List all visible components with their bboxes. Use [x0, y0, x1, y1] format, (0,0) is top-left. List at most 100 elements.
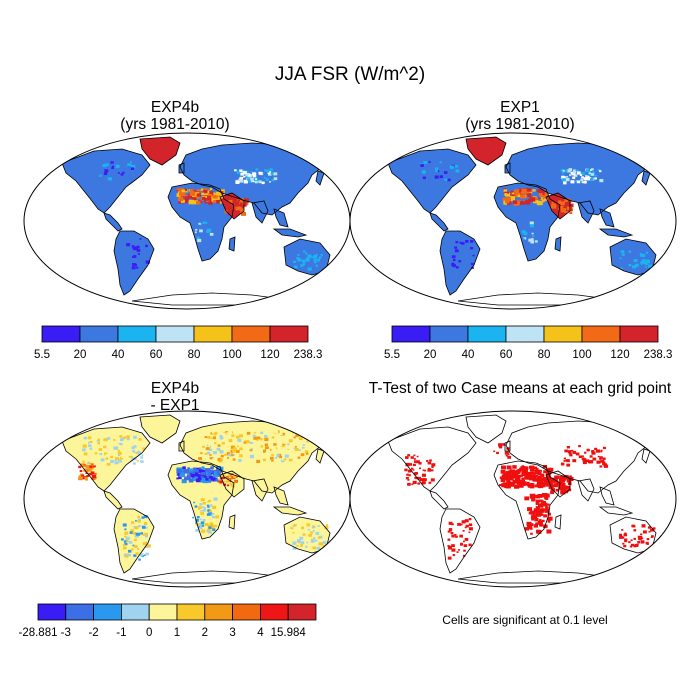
landmass-india: [578, 479, 594, 501]
grid-cell: [282, 443, 286, 446]
grid-cell: [197, 193, 201, 197]
grid-cell: [603, 465, 606, 467]
grid-cell: [230, 451, 233, 454]
colorbar-tick-label: 3: [229, 627, 235, 639]
grid-cell: [529, 493, 536, 499]
grid-cell: [204, 475, 209, 479]
grid-cell: [201, 471, 206, 476]
grid-cell: [227, 474, 231, 478]
grid-cell: [138, 558, 141, 561]
grid-cell: [145, 526, 148, 529]
grid-cell: [621, 536, 625, 539]
grid-cell: [422, 469, 425, 471]
grid-cell: [463, 544, 468, 548]
grid-cell: [504, 193, 508, 196]
grid-cell: [89, 440, 93, 443]
grid-cell: [650, 528, 654, 532]
landmass-india: [578, 201, 594, 223]
grid-cell: [256, 436, 261, 440]
grid-cell: [267, 172, 272, 176]
grid-cell: [176, 477, 179, 480]
grid-cell: [93, 437, 98, 441]
grid-cell: [245, 170, 249, 173]
grid-cell: [567, 479, 572, 483]
grid-cell: [78, 465, 82, 469]
grid-cell: [515, 200, 520, 205]
grid-cell: [513, 474, 519, 479]
grid-cell: [228, 199, 233, 204]
grid-cell: [212, 194, 216, 198]
grid-cell: [555, 475, 560, 479]
grid-cell: [578, 445, 581, 448]
grid-cell: [602, 457, 606, 460]
colorbar-swatch: [79, 325, 119, 343]
grid-cell: [468, 531, 471, 533]
grid-cell: [216, 447, 221, 451]
grid-cell: [80, 464, 84, 467]
grid-cell: [500, 478, 506, 483]
grid-cell: [135, 452, 139, 455]
grid-cell: [539, 499, 543, 502]
grid-cell: [472, 254, 475, 257]
grid-cell: [304, 450, 309, 454]
colorbar-tick-label: 80: [538, 349, 551, 361]
grid-cell: [571, 449, 574, 452]
grid-cell: [417, 476, 421, 480]
grid-cell: [308, 533, 312, 537]
grid-cell: [530, 240, 535, 244]
grid-cell: [130, 451, 134, 455]
grid-cell: [104, 452, 108, 456]
landmass-centralAmerica: [104, 213, 122, 231]
grid-cell: [209, 454, 212, 456]
grid-cell: [468, 527, 473, 531]
grid-cell: [246, 440, 250, 444]
grid-cell: [530, 476, 535, 480]
grid-cell: [134, 263, 138, 267]
grid-cell: [301, 431, 305, 434]
grid-cell: [532, 514, 536, 517]
grid-cell: [131, 164, 136, 169]
grid-cell: [423, 161, 428, 165]
grid-cell: [633, 545, 637, 548]
grid-cell: [123, 436, 127, 439]
grid-cell: [210, 432, 212, 435]
grid-cell: [83, 436, 87, 440]
grid-cell: [145, 545, 148, 548]
grid-cell: [599, 456, 603, 459]
grid-cell: [513, 189, 520, 194]
grid-cell: [463, 549, 466, 552]
grid-cell: [194, 476, 198, 480]
grid-cell: [310, 531, 313, 534]
grid-cell: [209, 510, 212, 513]
grid-cell: [199, 229, 203, 233]
grid-cell: [131, 450, 136, 453]
grid-cell: [531, 498, 536, 502]
grid-cell: [143, 515, 148, 519]
grid-cell: [535, 510, 540, 515]
grid-cell: [561, 462, 564, 465]
grid-cell: [502, 473, 507, 478]
grid-cell: [232, 458, 236, 461]
grid-cell: [621, 253, 625, 256]
grid-cell: [227, 211, 233, 216]
grid-cell: [306, 440, 309, 443]
grid-cell: [576, 171, 581, 175]
grid-cell: [212, 515, 215, 519]
grid-cell: [543, 524, 548, 529]
grid-cell: [229, 482, 234, 486]
grid-cell: [97, 442, 101, 445]
grid-cell: [575, 169, 579, 172]
grid-cell: [250, 180, 254, 183]
grid-cell: [637, 537, 642, 540]
grid-cell: [581, 457, 585, 460]
grid-cell: [202, 457, 205, 460]
grid-cell: [265, 451, 269, 455]
grid-cell: [239, 179, 244, 183]
grid-cell: [131, 266, 136, 270]
grid-cell: [201, 192, 205, 196]
grid-cell: [199, 467, 202, 470]
grid-cell: [96, 440, 99, 442]
grid-cell: [195, 522, 198, 524]
grid-cell: [258, 171, 262, 175]
grid-cell: [535, 240, 538, 243]
